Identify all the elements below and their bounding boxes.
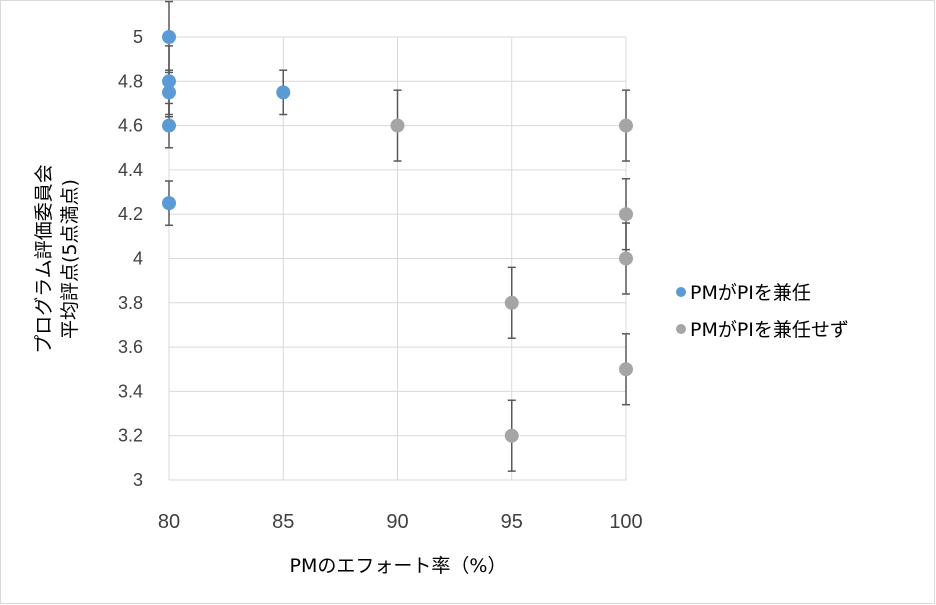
y-tick-label: 4.2	[118, 204, 143, 224]
y-tick-label: 3.4	[118, 381, 143, 401]
y-axis-title-line2: 平均評点(5点満点)	[59, 179, 81, 339]
y-tick-label: 5	[133, 27, 143, 47]
legend: PMがPIを兼任 PMがPIを兼任せず	[676, 282, 849, 341]
x-tick-labels: 80 85 90 95 100	[158, 511, 643, 533]
data-point-series-0	[276, 85, 291, 100]
data-point-series-0	[162, 74, 176, 89]
y-axis-title: プログラム評価委員会 平均評点(5点満点)	[33, 164, 81, 353]
y-tick-label: 4.6	[118, 116, 143, 136]
data-point-series-0	[162, 30, 176, 44]
y-tick-label: 4	[133, 249, 143, 269]
data-point-series-1	[619, 207, 633, 222]
data-point-series-1	[619, 118, 633, 133]
x-tick-label: 100	[609, 511, 642, 533]
data-point-series-0	[162, 196, 176, 211]
legend-marker-pi-concurrent	[676, 287, 686, 297]
y-tick-label: 4.8	[118, 71, 143, 91]
legend-label-pi-not-concurrent: PMがPIを兼任せず	[690, 319, 849, 341]
x-axis-title: PMのエフォート率（%）	[290, 555, 507, 577]
y-axis-title-line1: プログラム評価委員会	[33, 164, 55, 353]
data-point-series-1	[390, 118, 405, 133]
data-point-series-0	[162, 118, 176, 133]
data-point-series-1	[619, 251, 633, 266]
y-tick-label: 3	[133, 470, 143, 490]
x-tick-label: 95	[501, 511, 523, 533]
y-tick-label: 3.2	[118, 426, 143, 446]
x-tick-label: 85	[272, 511, 294, 533]
x-tick-label: 90	[386, 511, 408, 533]
data-points	[162, 30, 633, 443]
x-tick-label: 80	[158, 511, 180, 533]
data-point-series-1	[504, 428, 519, 443]
data-point-series-1	[619, 362, 633, 377]
y-tick-label: 4.4	[118, 160, 143, 180]
data-point-series-1	[504, 295, 519, 310]
legend-marker-pi-not-concurrent	[676, 324, 686, 334]
data-point-series-0	[162, 85, 176, 100]
y-tick-label: 3.6	[118, 337, 143, 357]
legend-label-pi-concurrent: PMがPIを兼任	[690, 282, 811, 304]
y-tick-labels: 3 3.2 3.4 3.6 3.8 4 4.2 4.4 4.6 4.8 5	[118, 27, 143, 490]
y-tick-label: 3.8	[118, 293, 143, 313]
